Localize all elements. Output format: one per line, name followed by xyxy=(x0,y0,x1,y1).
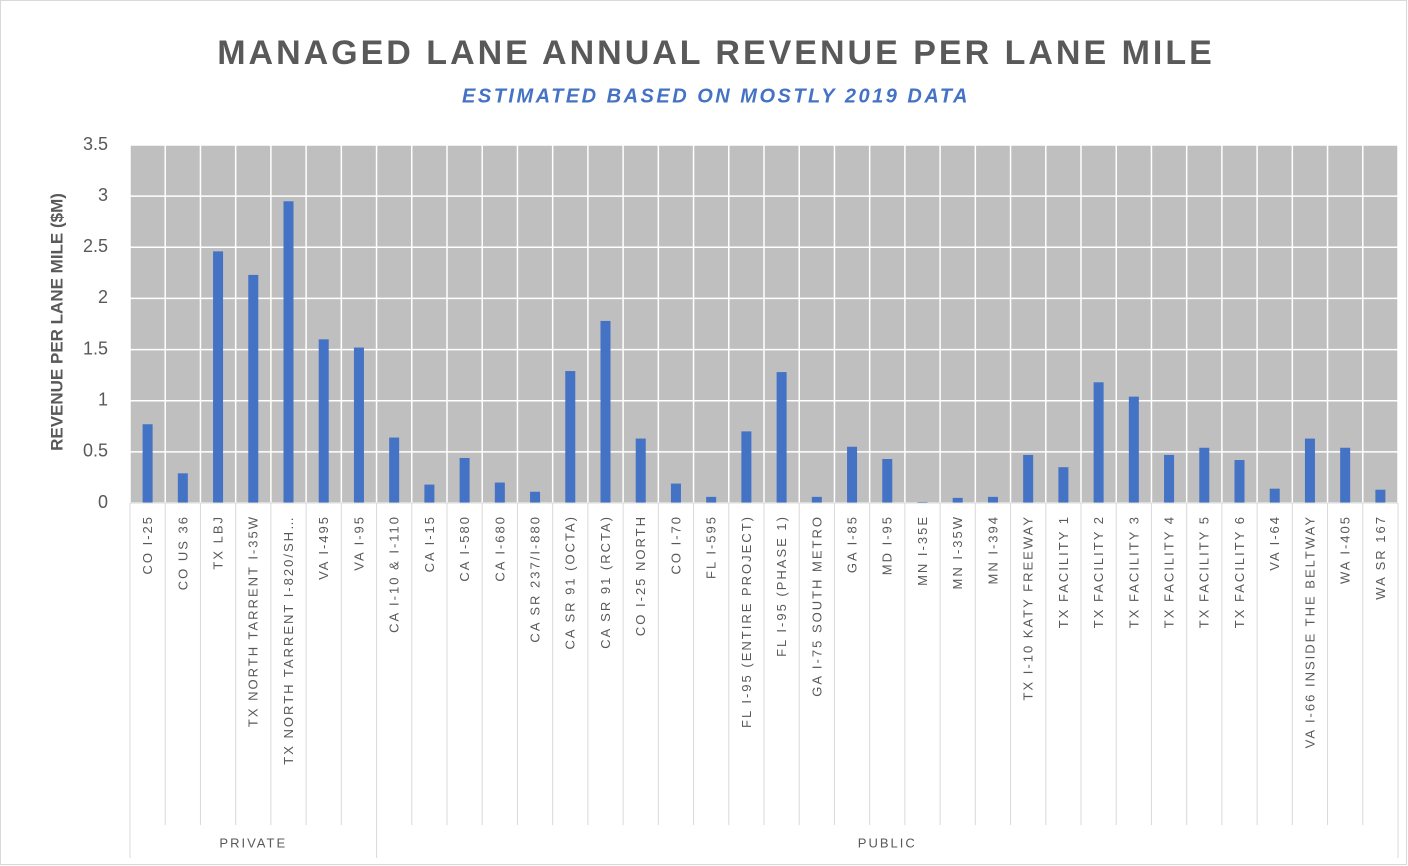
group-label: PUBLIC xyxy=(858,835,917,850)
bar xyxy=(670,483,681,503)
bar xyxy=(917,501,928,503)
x-tick-label: MN I-35W xyxy=(950,515,965,590)
chart-title: MANAGED LANE ANNUAL REVENUE PER LANE MIL… xyxy=(217,34,1215,72)
bar xyxy=(213,251,224,503)
bar xyxy=(1340,447,1351,503)
y-tick-label: 2 xyxy=(98,287,108,307)
bar xyxy=(847,446,858,503)
x-tick-label: CO I-25 NORTH xyxy=(633,515,648,636)
x-tick-label: CA I-580 xyxy=(457,515,472,582)
x-tick-label: TX NORTH TARRENT I-35W xyxy=(246,515,261,727)
x-tick-label: GA I-75 SOUTH METRO xyxy=(809,515,824,697)
bar xyxy=(1164,454,1175,503)
y-tick-label: 0 xyxy=(98,492,108,512)
bar xyxy=(776,372,787,503)
bar xyxy=(353,347,364,503)
x-tick-label: TX LBJ xyxy=(210,515,225,570)
bar xyxy=(318,339,329,503)
bar xyxy=(1375,489,1386,503)
bar xyxy=(706,496,717,503)
bar xyxy=(142,424,153,503)
bar xyxy=(811,496,822,503)
y-tick-label: 3.5 xyxy=(83,134,108,154)
y-tick-label: 1 xyxy=(98,389,108,409)
bar xyxy=(1234,460,1245,503)
x-tick-label: CA I-15 xyxy=(422,515,437,572)
x-tick-label: TX FACILITY 6 xyxy=(1232,515,1247,628)
x-tick-label: CO US 36 xyxy=(175,515,190,590)
bar xyxy=(1269,488,1280,503)
x-tick-label: FL I-595 xyxy=(704,515,719,579)
bar xyxy=(177,473,188,503)
x-tick-label: CA SR 91 (RCTA) xyxy=(598,515,613,649)
bar xyxy=(1199,447,1210,503)
x-tick-label: TX NORTH TARRENT I-820/SH… xyxy=(281,515,296,765)
bar xyxy=(1093,382,1104,503)
bar xyxy=(459,457,470,503)
bar xyxy=(389,437,400,503)
y-tick-label: 2.5 xyxy=(83,236,108,256)
bar xyxy=(1023,454,1034,503)
x-tick-label: VA I-495 xyxy=(316,515,331,580)
x-tick-label: MD I-95 xyxy=(880,515,895,575)
x-tick-label: CA SR 91 (OCTA) xyxy=(563,515,578,650)
x-tick-label: CA I-680 xyxy=(492,515,507,582)
x-tick-label: TX FACILITY 4 xyxy=(1161,515,1176,628)
bar xyxy=(952,497,963,503)
bar xyxy=(424,484,435,503)
bar xyxy=(882,459,893,503)
bar xyxy=(1128,396,1139,503)
bar xyxy=(565,371,576,503)
x-tick-label: CO I-25 xyxy=(140,515,155,575)
x-tick-label: TX FACILITY 2 xyxy=(1091,515,1106,628)
group-label: PRIVATE xyxy=(219,835,287,850)
x-tick-label: FL I-95 (ENTIRE PROJECT) xyxy=(739,515,754,728)
x-tick-label: WA SR 167 xyxy=(1373,515,1388,600)
chart-subtitle: ESTIMATED BASED ON MOSTLY 2019 DATA xyxy=(462,85,970,107)
y-tick-label: 3 xyxy=(98,185,108,205)
bar xyxy=(1058,467,1069,503)
y-axis-label: REVENUE PER LANE MILE ($M) xyxy=(47,193,66,451)
bar xyxy=(987,496,998,503)
bar xyxy=(283,201,294,503)
bar xyxy=(530,491,541,503)
x-tick-label: FL I-95 (PHASE 1) xyxy=(774,515,789,657)
x-tick-label: MN I-35E xyxy=(915,515,930,586)
x-tick-label: VA I-95 xyxy=(351,515,366,571)
y-tick-label: 1.5 xyxy=(83,338,108,358)
x-tick-label: MN I-394 xyxy=(985,515,1000,584)
x-tick-label: WA I-405 xyxy=(1338,515,1353,584)
bar xyxy=(494,482,505,503)
x-tick-label: TX I-10 KATY FREEWAY xyxy=(1021,515,1036,700)
bar xyxy=(741,431,752,503)
x-tick-label: VA I-64 xyxy=(1267,515,1282,571)
bar xyxy=(1304,438,1315,503)
x-tick-label: CA SR 237/I-880 xyxy=(527,515,542,643)
x-tick-label: GA I-85 xyxy=(844,515,859,573)
bar xyxy=(600,320,611,503)
x-tick-label: VA I-66 INSIDE THE BELTWAY xyxy=(1302,515,1317,748)
x-tick-label: TX FACILITY 5 xyxy=(1197,515,1212,628)
x-tick-label: TX FACILITY 3 xyxy=(1126,515,1141,628)
bar xyxy=(248,274,259,503)
x-tick-label: TX FACILITY 1 xyxy=(1056,515,1071,628)
y-tick-label: 0.5 xyxy=(83,441,108,461)
bar xyxy=(635,438,646,503)
x-tick-label: CO I-70 xyxy=(668,515,683,575)
x-tick-label: CA I-10 & I-110 xyxy=(387,515,402,633)
